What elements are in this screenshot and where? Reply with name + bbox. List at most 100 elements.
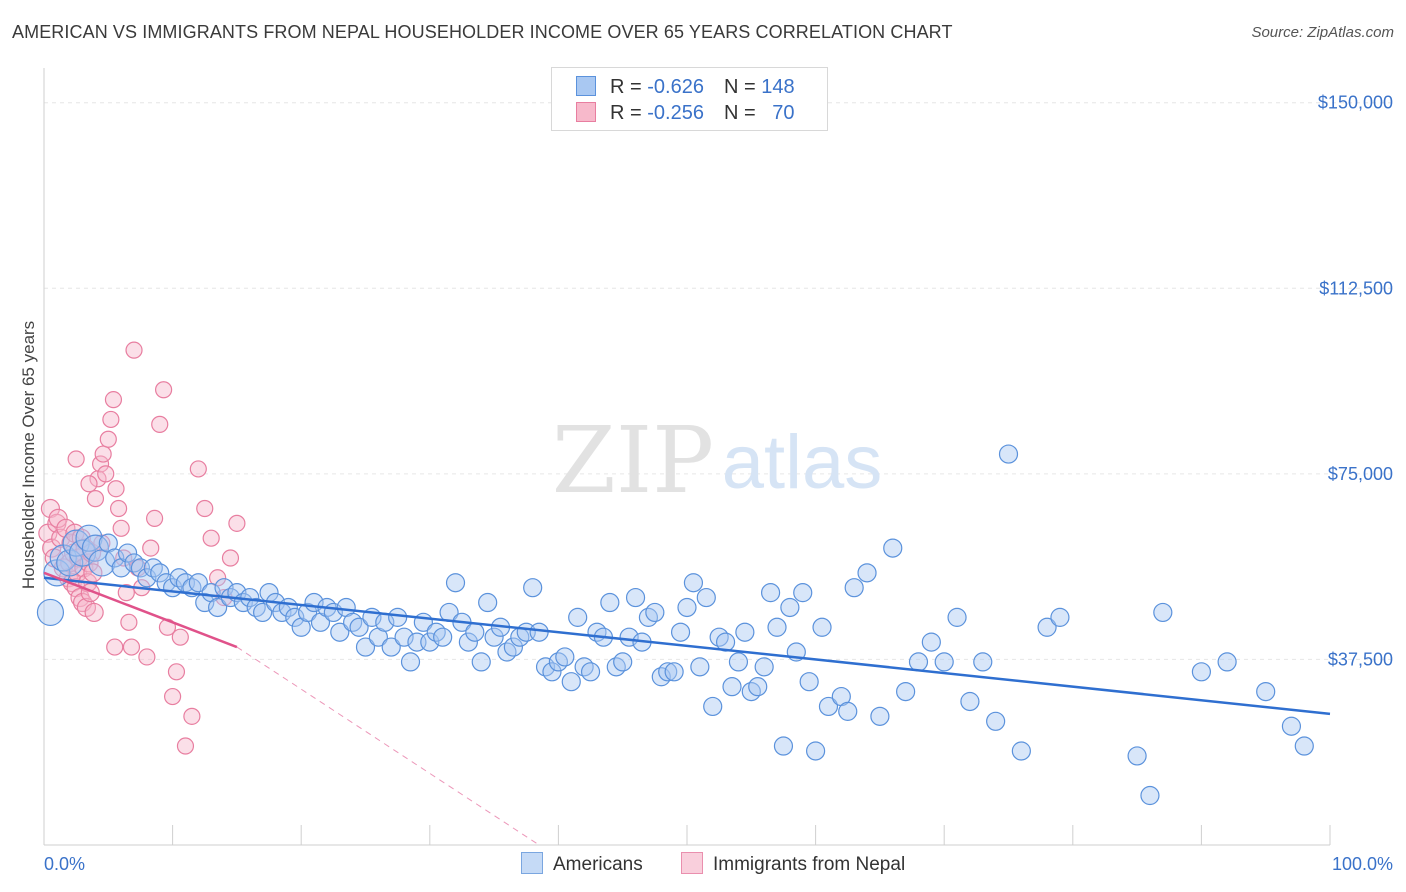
watermark-atlas: atlas — [722, 420, 883, 505]
american-point — [722, 677, 742, 697]
american-point — [117, 543, 138, 563]
n-label: N = — [723, 76, 762, 98]
american-point — [143, 558, 163, 578]
nepal-point — [99, 430, 117, 448]
american-point — [433, 627, 453, 647]
american-point — [471, 652, 491, 672]
n-label: N = — [723, 102, 762, 124]
nepal-point — [154, 381, 173, 399]
american-point — [1281, 716, 1302, 736]
american-point — [343, 612, 363, 632]
american-point — [690, 657, 710, 677]
american-point — [195, 592, 215, 613]
nepal-legend-swatch — [681, 852, 703, 874]
nepal-point — [151, 415, 169, 433]
x-tick-left: 0.0% — [44, 854, 85, 874]
american-point — [683, 573, 704, 593]
axes — [43, 68, 1331, 846]
american-point — [497, 642, 517, 662]
nepal-trend-line — [43, 571, 238, 649]
american-point — [870, 706, 890, 726]
american-point — [285, 607, 305, 627]
american-point — [246, 597, 266, 618]
american-point — [735, 622, 755, 642]
americans-legend-label: Americans — [553, 854, 643, 875]
legend-row-americans: R = -0.626 N = 148 — [576, 76, 795, 100]
x-tick-right: 100.0% — [1332, 854, 1393, 874]
american-point — [381, 637, 401, 657]
nepal-point — [196, 499, 214, 518]
american-point — [606, 657, 626, 677]
american-point — [670, 622, 691, 642]
american-points — [36, 444, 1314, 806]
american-point — [908, 652, 929, 672]
american-point — [741, 681, 761, 702]
american-point — [799, 672, 819, 692]
american-point — [400, 652, 421, 672]
nepal-point — [120, 613, 138, 631]
n-value: 148 — [761, 76, 795, 98]
chart-source: Source: ZipAtlas.com — [1251, 24, 1394, 41]
y-tick-label: $75,000 — [1328, 464, 1393, 484]
american-point — [793, 583, 813, 603]
y-tick-label: $37,500 — [1328, 649, 1393, 669]
american-point — [1294, 736, 1314, 756]
nepal-point — [107, 480, 125, 498]
nepal-points — [38, 341, 246, 755]
trend-lines — [43, 571, 1331, 846]
american-point — [1153, 602, 1173, 623]
american-point — [638, 607, 659, 627]
american-point — [1037, 617, 1057, 637]
american-point — [805, 741, 826, 761]
nepal-point — [142, 539, 160, 557]
nepal-point — [164, 687, 182, 706]
n-value: 70 — [772, 102, 795, 124]
american-point — [36, 598, 65, 627]
watermark-zip: ZIP — [552, 407, 714, 514]
american-point — [664, 662, 684, 682]
nepal-point — [102, 410, 120, 429]
american-point — [844, 578, 864, 598]
nepal-point — [84, 602, 104, 623]
american-point — [349, 617, 369, 637]
american-point — [812, 617, 832, 637]
american-point — [973, 652, 993, 672]
nepal-point — [80, 475, 98, 493]
american-point — [998, 444, 1019, 464]
nepal-point — [167, 663, 186, 681]
nepal-point — [86, 490, 105, 508]
nepal-point — [70, 587, 90, 608]
legend-americans: Americans — [521, 852, 643, 876]
american-point — [105, 548, 125, 568]
american-point — [208, 597, 228, 618]
r-value: -0.256 — [647, 102, 704, 124]
nepal-point — [189, 460, 207, 478]
nepal-point — [171, 628, 189, 646]
american-point — [355, 637, 376, 657]
american-point — [728, 652, 749, 672]
american-point — [1217, 652, 1237, 672]
r-label: R = — [610, 76, 648, 98]
american-point — [478, 592, 498, 613]
american-point — [613, 652, 633, 672]
american-point — [767, 617, 787, 637]
nepal-point — [221, 549, 240, 567]
american-point — [298, 602, 318, 623]
nepal-point — [97, 465, 115, 483]
american-point — [883, 538, 903, 558]
nepal-point — [109, 499, 128, 518]
nepal-point — [228, 514, 246, 532]
american-point — [677, 597, 697, 618]
nepal-point — [51, 528, 71, 548]
american-point — [484, 627, 504, 647]
nepal-point — [67, 450, 85, 468]
american-point — [137, 568, 157, 588]
y-axis-label: Householder Income Over 65 years — [19, 321, 38, 589]
nepal-point — [104, 391, 123, 409]
american-point — [921, 632, 941, 652]
nepal-point — [91, 455, 110, 473]
legend-nepal: Immigrants from Nepal — [681, 852, 905, 876]
americans-legend-swatch — [521, 852, 543, 874]
american-point — [555, 647, 575, 667]
